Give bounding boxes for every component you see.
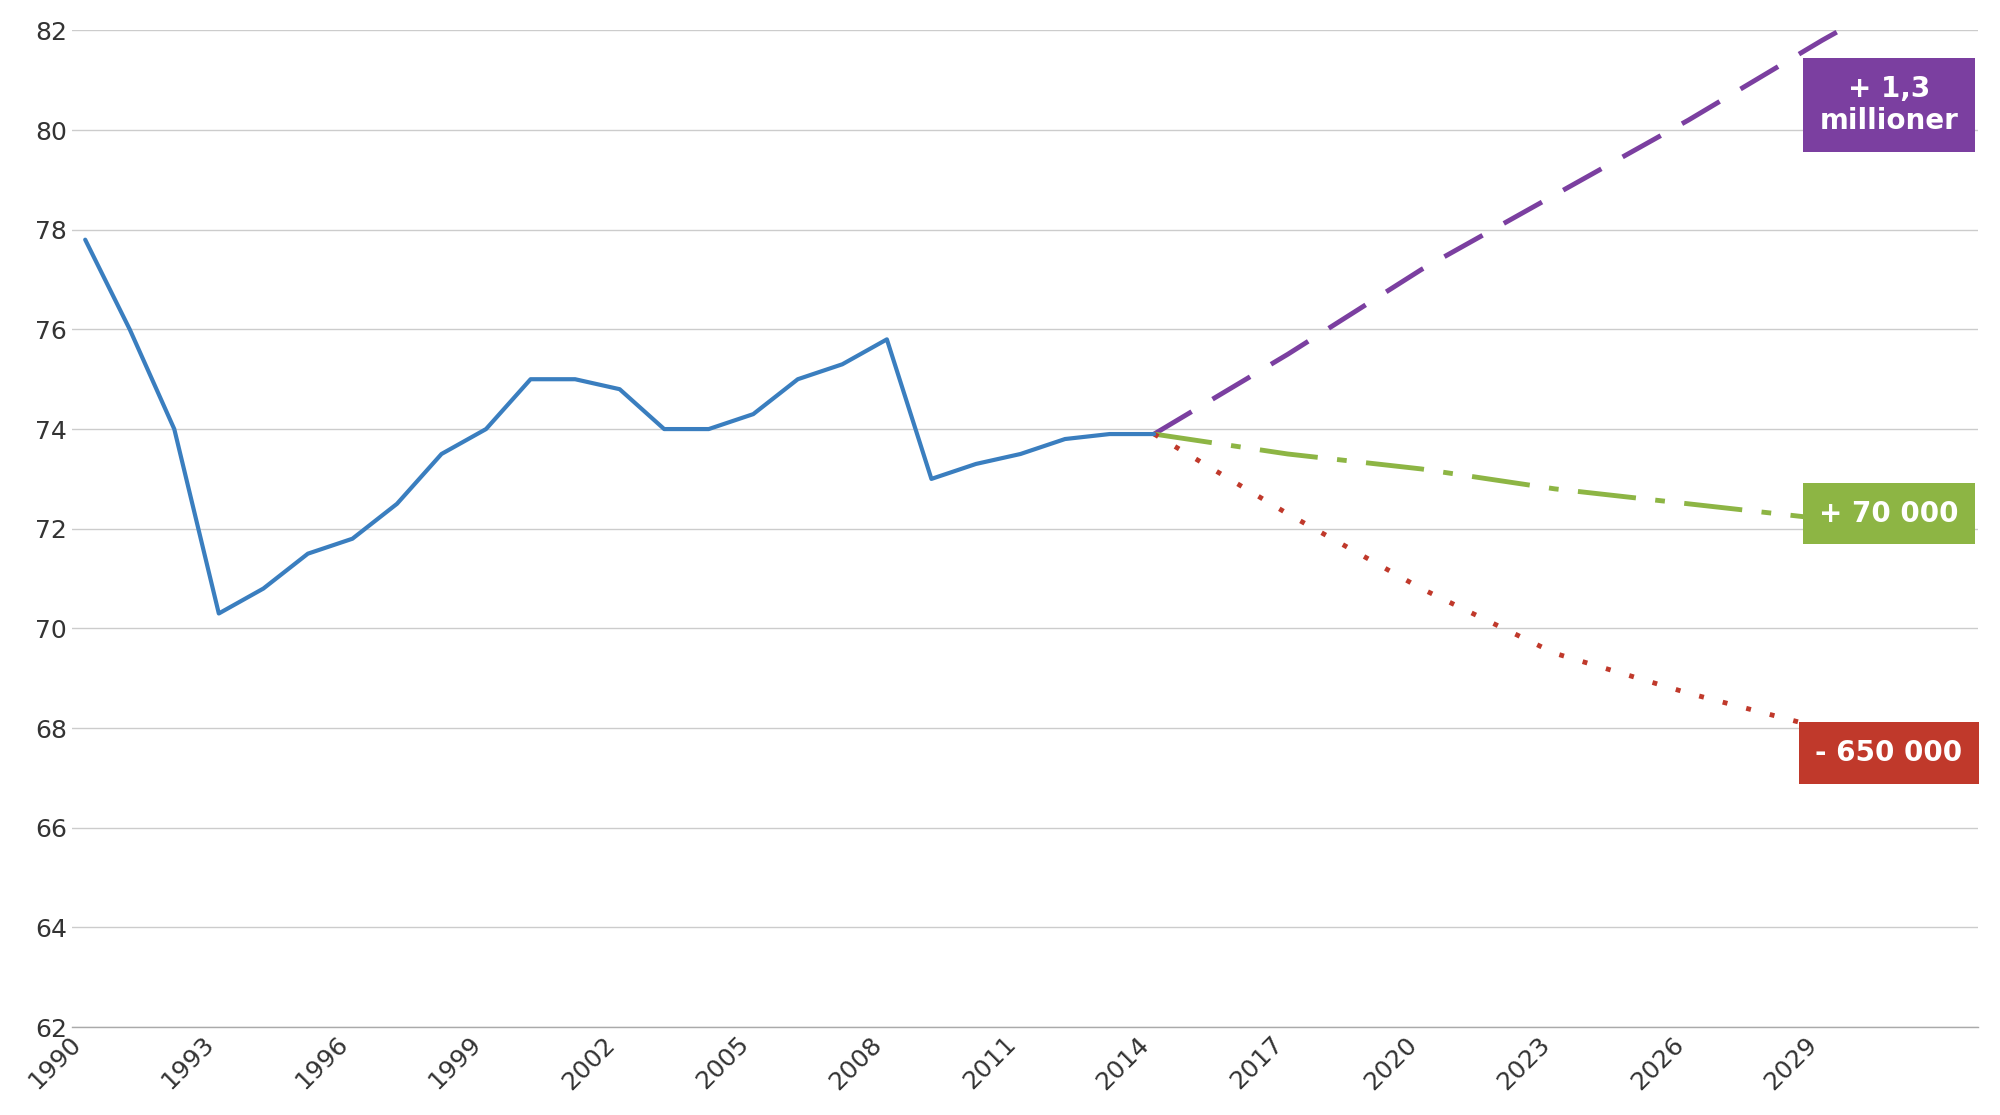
Text: + 70 000: + 70 000 — [1820, 500, 1958, 527]
Text: + 1,3
millioner: + 1,3 millioner — [1820, 75, 1958, 135]
Text: - 650 000: - 650 000 — [1816, 739, 1962, 767]
